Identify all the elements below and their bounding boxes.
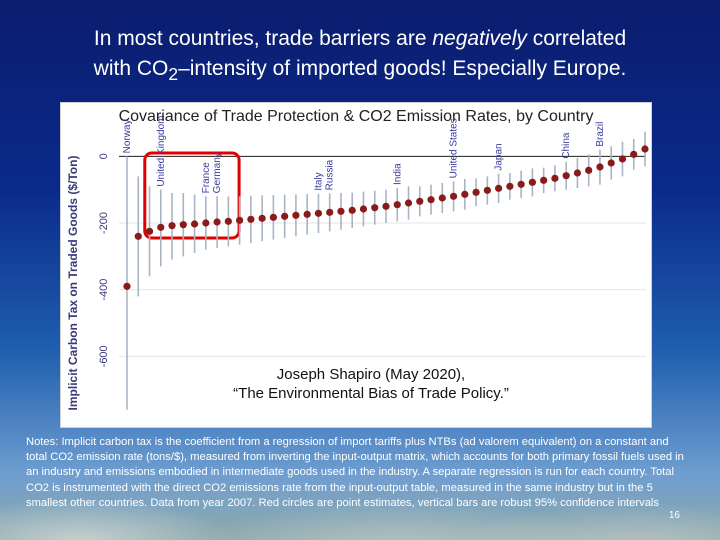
country-label: Japan (494, 143, 505, 170)
data-point (145, 227, 154, 235)
title-line-2: with CO2–intensity of imported goods! Es… (93, 57, 627, 85)
data-point (393, 201, 401, 209)
europe-highlight-box (143, 151, 241, 240)
y-tick-label: -600 (98, 345, 110, 367)
data-point (630, 150, 638, 158)
data-point (314, 209, 323, 217)
data-point (348, 206, 356, 214)
data-point (190, 220, 199, 228)
citation-line-1: Joseph Shapiro (May 2020), (276, 366, 466, 383)
data-point (540, 176, 548, 184)
slide-title: In most countries, trade barriers are ne… (20, 24, 700, 89)
chart-title: Covariance of Trade Protection & CO2 Emi… (118, 108, 594, 125)
data-point (168, 222, 176, 230)
title-subscript: 2 (168, 64, 179, 85)
data-point (607, 159, 615, 167)
data-point (427, 196, 435, 204)
data-point (517, 180, 525, 188)
data-point (326, 208, 334, 216)
citation: Joseph Shapiro (May 2020), “The Environm… (181, 365, 561, 403)
data-point (483, 186, 491, 194)
data-point (134, 232, 142, 240)
y-tick-label: -400 (98, 279, 110, 301)
data-point (247, 215, 255, 223)
data-point (506, 182, 514, 190)
data-point (371, 204, 379, 212)
data-point (281, 212, 289, 220)
title-emphasis: negatively (432, 27, 527, 50)
data-point (404, 199, 413, 207)
data-point (472, 188, 480, 196)
data-point (528, 178, 536, 186)
data-point (202, 219, 210, 227)
data-point (269, 213, 277, 221)
data-point (416, 197, 424, 205)
data-point (618, 155, 627, 163)
data-point (438, 194, 446, 202)
data-point (303, 210, 311, 218)
country-label: United States (449, 118, 460, 178)
data-point (495, 184, 503, 192)
country-label: Norway (122, 119, 133, 153)
data-point (179, 221, 187, 229)
country-label: Italy (313, 172, 324, 190)
y-tick-label: -200 (98, 212, 110, 234)
page-number: 16 (668, 510, 680, 521)
title-line-1: In most countries, trade barriers are ne… (93, 27, 627, 50)
country-label: Brazil (595, 122, 606, 147)
data-point (596, 163, 604, 171)
data-point (551, 174, 559, 182)
data-point (359, 205, 368, 213)
country-label: Russia (325, 159, 336, 190)
data-point (449, 192, 458, 200)
country-label: France (201, 162, 212, 194)
country-label: China (561, 132, 572, 159)
data-point (562, 172, 570, 180)
country-label: Germany (212, 152, 223, 193)
data-point (236, 216, 244, 224)
country-label: India (392, 163, 403, 185)
background-landscape (0, 420, 720, 540)
data-point (573, 169, 582, 177)
data-point (382, 202, 390, 210)
data-point (213, 218, 221, 226)
y-axis-label: Implicit Carbon Tax on Traded Goods ($/T… (66, 156, 80, 411)
citation-line-2: “The Environmental Bias of Trade Policy.… (233, 385, 509, 402)
chart-panel: 0 -200 -400 -600 Implicit Carbon Tax on Trad… (60, 102, 652, 428)
data-point (157, 223, 165, 231)
data-point (258, 214, 266, 222)
chart-canvas: 0 -200 -400 -600 Implicit Carbon Tax on Trad… (66, 116, 649, 411)
country-label: United Kingdom (156, 116, 167, 187)
y-tick-label: 0 (98, 153, 110, 159)
data-point (585, 166, 593, 174)
data-point (224, 217, 232, 225)
data-point (123, 282, 131, 290)
data-point (292, 211, 300, 219)
data-point (337, 207, 345, 215)
data-point (641, 145, 649, 153)
notes-text: Notes: Implicit carbon tax is the coeffi… (26, 436, 684, 509)
data-point (461, 190, 469, 198)
